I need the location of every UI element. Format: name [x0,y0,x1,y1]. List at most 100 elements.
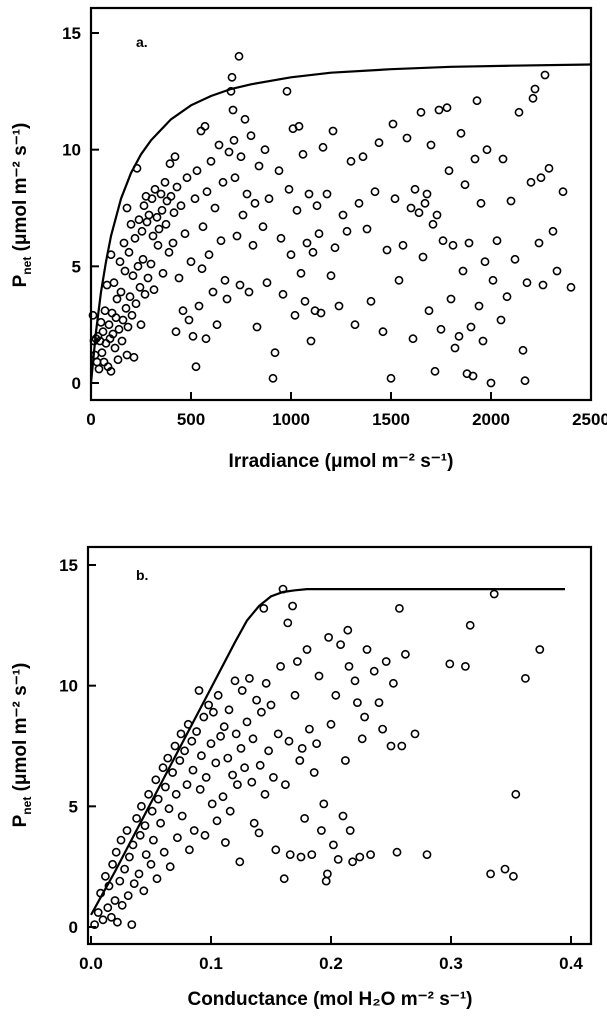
data-point [133,261,143,271]
data-point [276,233,286,243]
data-point [104,320,114,330]
data-point [511,789,521,799]
data-point [110,896,120,905]
data-point [350,676,360,686]
data-point [224,147,234,157]
data-point [534,238,544,248]
panel-a-ylabel-sub: net [20,257,34,275]
data-point [151,775,161,785]
data-point [135,830,145,840]
data-point [521,674,530,683]
data-point [189,826,199,835]
data-point [120,864,129,874]
data-point [248,240,258,250]
data-point [460,180,470,190]
data-point [109,278,119,288]
data-point [342,226,352,236]
panel-b-ylabel-main: P [10,814,31,827]
data-point [445,659,455,669]
data-point [219,722,229,732]
data-point [333,855,343,864]
data-point [486,378,496,388]
data-point [153,794,163,804]
data-point [134,215,144,225]
data-point [178,306,188,316]
x-tick-label: 0.1 [199,954,223,973]
data-point [390,194,400,204]
data-point [360,712,369,722]
panel-a-fit-curve [89,63,592,384]
data-point [226,86,236,96]
data-point [369,666,379,676]
data-point [149,285,159,295]
data-point [264,746,273,756]
data-point [148,231,158,241]
data-point [220,838,230,847]
data-point [129,879,139,888]
data-point [117,900,127,910]
data-point [146,259,156,269]
data-point [225,806,235,816]
data-point [112,294,122,304]
data-point [398,240,408,250]
data-point [126,219,136,229]
data-point [232,231,242,241]
data-point [96,888,105,898]
data-point [432,210,442,220]
data-point [146,859,156,869]
data-point [300,814,309,823]
data-point [132,814,141,823]
data-point [113,355,123,365]
data-point [164,804,174,814]
data-point [158,268,168,278]
data-point [240,763,249,773]
data-point [128,840,138,850]
data-point [170,741,180,751]
data-point [292,657,302,666]
data-point [135,282,145,292]
data-point [336,640,345,649]
data-point [170,152,180,162]
data-point [362,224,372,234]
data-point [530,84,540,94]
data-point [206,156,216,166]
data-point [366,296,376,306]
data-point [188,765,198,775]
x-tick-label: 0.0 [79,954,103,973]
data-point [208,287,218,297]
data-point [538,280,548,290]
panel-b-fit-curve [90,588,565,916]
data-point [176,729,186,739]
data-point [268,773,278,782]
data-point [260,145,270,155]
data-point [107,308,117,318]
data-point [400,649,410,659]
y-tick-label: 0 [69,918,78,937]
data-point [304,189,314,199]
data-point [319,799,329,809]
data-point [164,247,174,257]
data-point [270,348,280,358]
data-point [90,920,99,929]
data-point [94,364,104,374]
data-point [188,331,198,341]
data-point [132,163,142,173]
data-point [506,196,516,206]
data-point [254,161,264,171]
data-point [248,734,258,744]
data-point [261,678,271,688]
panel-b-frame [86,545,593,946]
data-point [362,645,372,654]
data-point [480,257,490,267]
data-point [296,268,306,278]
data-point [128,271,138,281]
data-point [514,107,524,117]
data-point [354,198,364,208]
data-point [358,152,368,162]
data-point [302,238,312,248]
data-point [283,618,293,628]
data-point [124,247,134,257]
data-point [150,184,160,194]
data-point [121,303,131,313]
data-point [93,908,103,917]
